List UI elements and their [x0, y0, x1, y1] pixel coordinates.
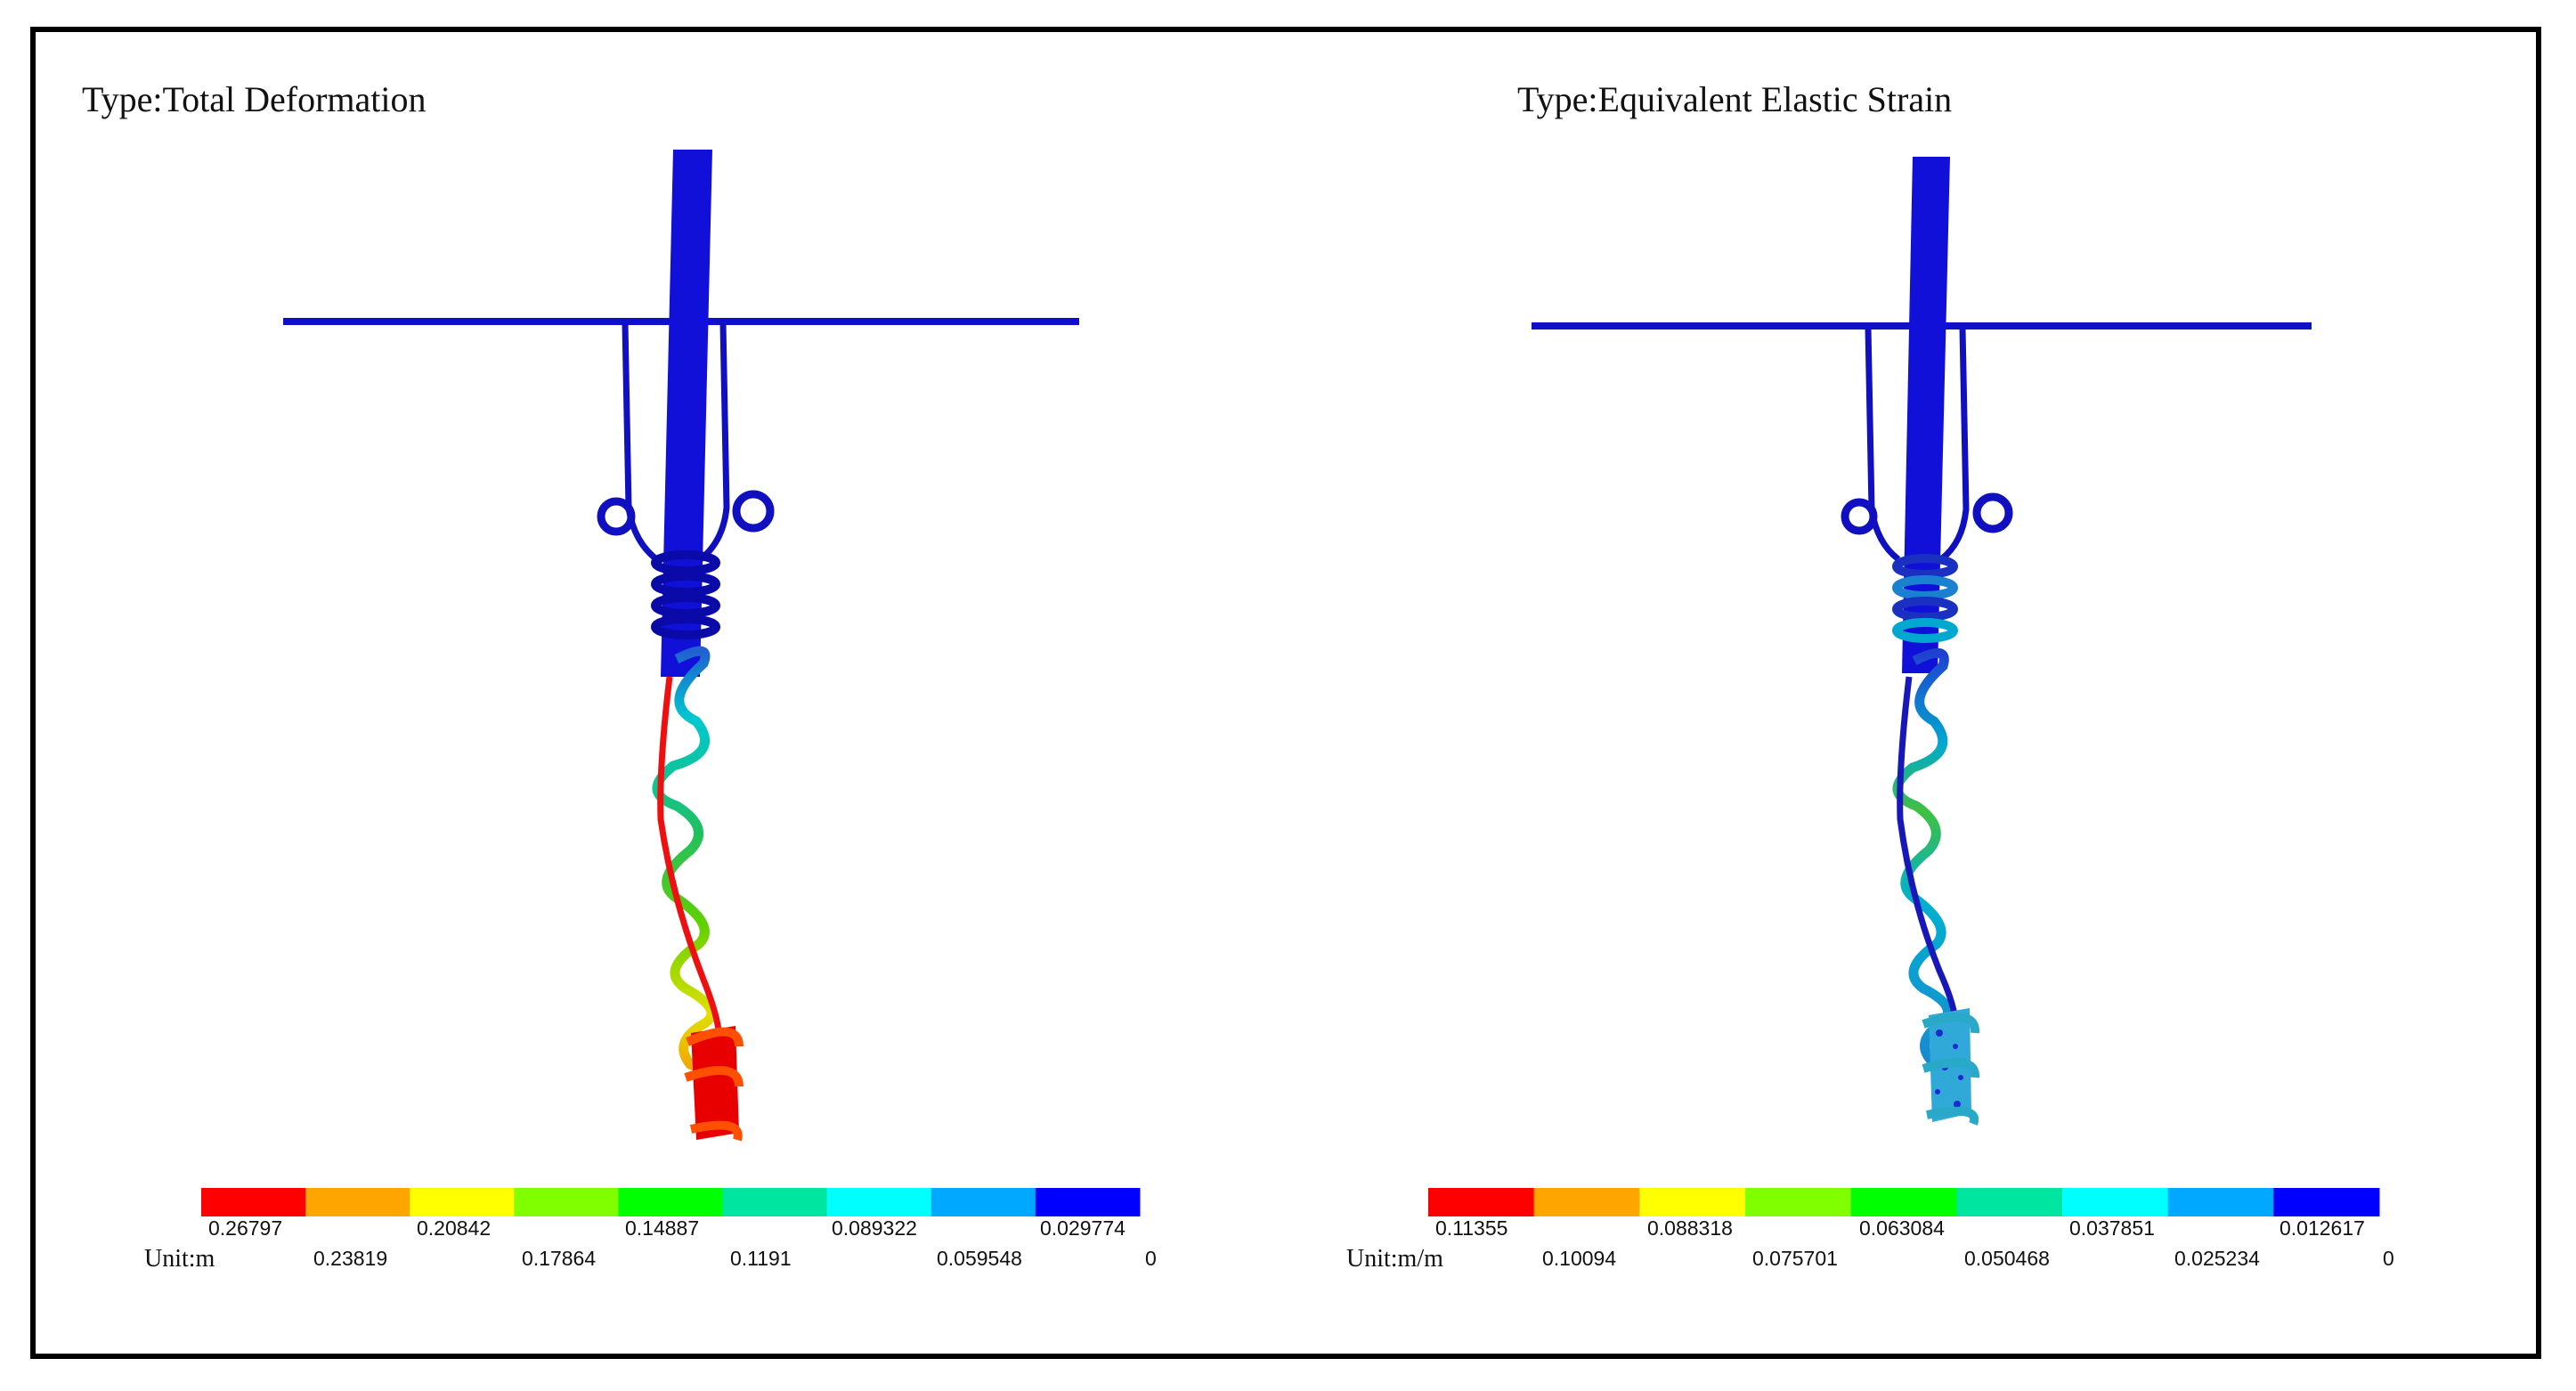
- legend-swatch: [1745, 1188, 1852, 1216]
- figure-frame: [30, 27, 2541, 1359]
- legend-swatch: [410, 1188, 515, 1216]
- deformation-model: [283, 150, 1079, 1142]
- legend-swatch: [1035, 1188, 1141, 1216]
- legend-value: 0.059548: [937, 1247, 1022, 1270]
- hook-right: [732, 490, 775, 533]
- straight-wire: [657, 676, 723, 1047]
- legend-swatch: [722, 1188, 828, 1216]
- straight-wire: [1897, 676, 1959, 1025]
- legend-value: 0.23819: [313, 1247, 388, 1270]
- legend-value: 0.063084: [1859, 1216, 1945, 1240]
- legend-value: 0.050468: [1964, 1247, 2050, 1270]
- legend-swatch: [514, 1188, 619, 1216]
- coil-wraps: [651, 550, 720, 639]
- legend-value: 0.075701: [1752, 1247, 1838, 1270]
- legend-swatch: [930, 1188, 1036, 1216]
- end-coil: [1922, 1013, 1979, 1126]
- legend-swatch: [2167, 1188, 2274, 1216]
- legend-swatch: [201, 1188, 306, 1216]
- legend-swatch: [618, 1188, 724, 1216]
- end-sleeve: [691, 1026, 739, 1140]
- bracket-right: [1938, 327, 1970, 562]
- hook-left: [1841, 498, 1878, 535]
- legend-value: 0: [2383, 1247, 2394, 1270]
- strain-model: [1532, 157, 2312, 1126]
- legend-swatch: [826, 1188, 932, 1216]
- legend-swatch: [1428, 1188, 1535, 1216]
- legend-swatch: [305, 1188, 410, 1216]
- legend-value: 0.025234: [2174, 1247, 2260, 1270]
- legend-swatch: [2062, 1188, 2169, 1216]
- legend-value: 0.11355: [1435, 1216, 1508, 1240]
- helix: [652, 646, 723, 1108]
- legend-swatch: [1639, 1188, 1746, 1216]
- legend-value: 0.089322: [832, 1216, 917, 1240]
- legend-swatch: [1956, 1188, 2063, 1216]
- pole: [661, 150, 712, 677]
- legend-unit: Unit:m/m: [1346, 1245, 1443, 1273]
- legend-value: 0.088318: [1647, 1216, 1733, 1240]
- legend-value: 0.17864: [522, 1247, 597, 1270]
- legend-swatch: [1533, 1188, 1640, 1216]
- legend-value: 0.26797: [208, 1216, 283, 1240]
- legend-value: 0.1191: [730, 1247, 792, 1270]
- legend-unit: Unit:m: [144, 1245, 215, 1273]
- legend-value: 0.10094: [1542, 1247, 1617, 1270]
- pole: [1902, 157, 1950, 673]
- legend-value: 0.20842: [417, 1216, 492, 1240]
- hook-left: [597, 497, 636, 536]
- hook-right: [1972, 492, 2013, 533]
- legend-value: 0.012617: [2279, 1216, 2365, 1240]
- legend-value: 0: [1145, 1247, 1157, 1270]
- legend-value: 0.14887: [625, 1216, 700, 1240]
- legend-swatch: [1850, 1188, 1957, 1216]
- coil-wraps: [1892, 554, 1958, 643]
- legend-value: 0.037851: [2069, 1216, 2155, 1240]
- end-coil: [684, 1027, 744, 1142]
- legend-swatch: [2273, 1188, 2380, 1216]
- panel-title: Type:Total Deformation: [82, 79, 427, 119]
- panel-title: Type:Equivalent Elastic Strain: [1517, 79, 1953, 119]
- legend-bars: [201, 1188, 2380, 1216]
- legend-value: 0.029774: [1040, 1216, 1125, 1240]
